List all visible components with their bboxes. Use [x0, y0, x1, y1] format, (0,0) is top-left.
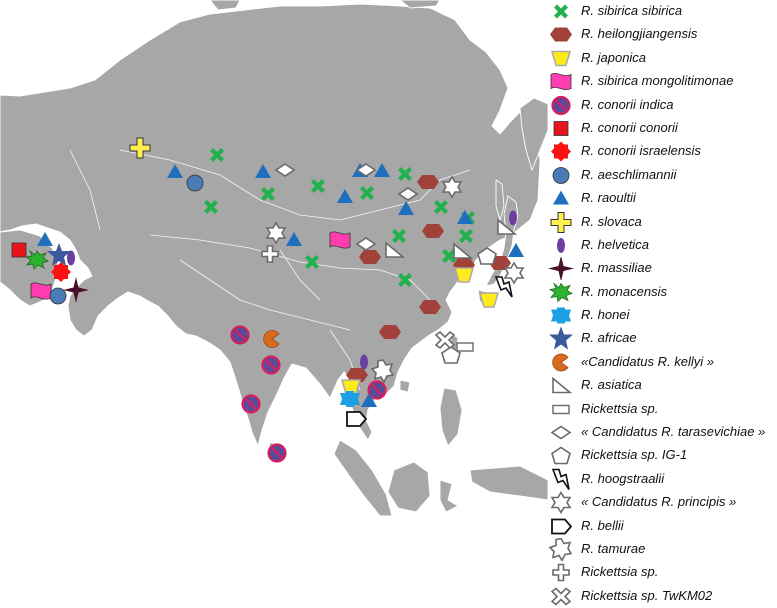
legend-item: «Candidatus R. kellyi » [548, 351, 777, 374]
legend: R. sibirica sibirica R. heilongjiangensis… [548, 0, 777, 608]
legend-label: R. aeschlimannii [581, 166, 677, 182]
legend-label: R. honei [581, 307, 630, 323]
legend-item: R. conorii indica [548, 94, 777, 117]
bolt-icon [552, 468, 570, 491]
legend-item: R. raoultii [548, 187, 777, 210]
square-icon [553, 121, 569, 136]
legend-label: R. raoultii [581, 190, 636, 206]
legend-label: R. japonica [581, 49, 647, 65]
trapezoid-icon [551, 50, 571, 67]
pentagon-arrow-icon [551, 518, 572, 534]
plus-white-icon [552, 564, 570, 582]
legend-item: Rickettsia sp. IG-1 [548, 444, 777, 467]
legend-item: R. slovaca [548, 211, 777, 234]
legend-label: Rickettsia sp. IG-1 [581, 447, 688, 463]
explosion-icon [549, 282, 573, 302]
legend-label: R. slovaca [581, 213, 642, 229]
legend-item: R. aeschlimannii [548, 164, 777, 187]
legend-item: R. bellii [548, 515, 777, 538]
right-triangle-icon [552, 377, 571, 394]
legend-item: R. hoogstraalii [548, 468, 777, 491]
legend-item: R. conorii israelensis [548, 140, 777, 163]
legend-item: R. tamurae [548, 537, 777, 561]
legend-label: R. tamurae [581, 540, 646, 556]
ribbon-icon [551, 307, 571, 324]
star4-icon [548, 257, 574, 281]
diamond-icon [551, 425, 571, 440]
legend-label: R. sibirica sibirica [581, 3, 683, 18]
triangle-icon [553, 190, 569, 205]
legend-label: « Candidatus R. principis » [581, 494, 737, 510]
legend-label: R. sibirica mongolitimonae [581, 73, 734, 89]
legend-label: Rickettsia sp. [581, 564, 659, 580]
legend-label: R. helvetica [581, 236, 649, 252]
star6-icon [551, 491, 571, 514]
legend-item: R. honei [548, 304, 777, 327]
cross-x-icon [554, 4, 568, 19]
legend-item: R. asiatica [548, 374, 777, 397]
legend-label: R. heilongjiangensis [581, 26, 698, 42]
legend-label: Rickettsia sp. TwKM02 [581, 587, 713, 603]
legend-item: R. heilongjiangensis [548, 23, 777, 46]
legend-item: R. japonica [548, 47, 777, 70]
legend-item: R. monacensis [548, 281, 777, 304]
plus-yellow-icon [550, 211, 572, 233]
asia-map [0, 0, 549, 517]
legend-label: R. conorii indica [581, 96, 674, 112]
legend-label: R. hoogstraalii [581, 470, 665, 486]
legend-item: R. helvetica [548, 234, 777, 257]
legend-item: « Candidatus R. principis » [548, 491, 777, 514]
cross-white-icon [551, 587, 571, 606]
hexagon-icon [550, 27, 572, 42]
no-circle-icon [551, 95, 571, 115]
legend-label: Rickettsia sp. [581, 400, 659, 416]
legend-item: R. sibirica sibirica [548, 0, 777, 23]
burst-icon [551, 141, 571, 162]
circle-icon [552, 166, 570, 184]
pentagon-icon [551, 447, 571, 465]
legend-item: Rickettsia sp. [548, 398, 777, 421]
legend-item: R. africae [548, 327, 777, 350]
oval-icon [557, 237, 565, 253]
legend-label: R. conorii israelensis [581, 143, 701, 159]
legend-item: R. conorii conorii [548, 117, 777, 140]
legend-item: R. massiliae [548, 257, 777, 281]
legend-item: « Candidatus R. tarasevichiae » [548, 421, 777, 444]
legend-label: R. asiatica [581, 377, 642, 393]
legend-label: « Candidatus R. tarasevichiae » [581, 424, 766, 440]
star7-icon [549, 537, 572, 561]
legend-item: Rickettsia sp. [548, 561, 777, 584]
legend-label: R. monacensis [581, 283, 667, 299]
legend-label: «Candidatus R. kellyi » [581, 353, 714, 369]
rect-icon [552, 404, 570, 414]
legend-item: R. sibirica mongolitimonae [548, 70, 777, 93]
pacman-icon [552, 353, 569, 372]
legend-label: R. bellii [581, 517, 624, 533]
legend-item: Rickettsia sp. TwKM02 [548, 585, 777, 608]
legend-label: R. conorii conorii [581, 119, 678, 135]
legend-label: R. massiliae [581, 260, 652, 276]
legend-label: R. africae [581, 330, 637, 346]
flag-icon [550, 73, 572, 91]
star5-icon [549, 327, 573, 350]
